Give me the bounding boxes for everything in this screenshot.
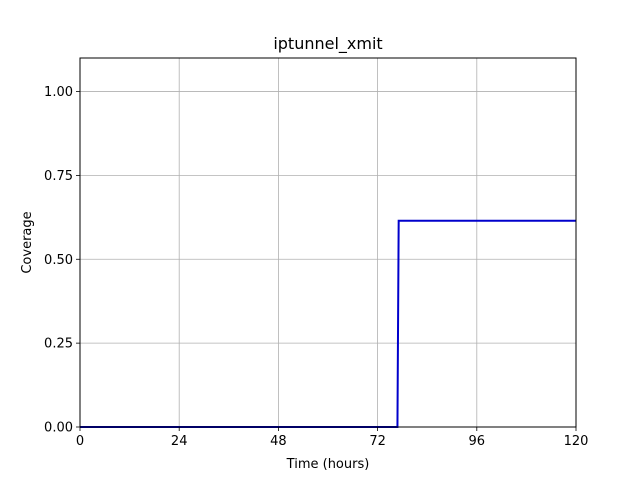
axis-ticks: 0 24 48 72 96 120 0.00 0.25 0.50 0.75 1.00 — [44, 85, 588, 449]
x-tick-label: 24 — [171, 434, 188, 449]
y-tick-label: 1.00 — [44, 85, 73, 100]
y-tick-label: 0.00 — [44, 421, 73, 436]
y-tick-label: 0.50 — [44, 253, 73, 268]
x-tick-label: 96 — [469, 434, 486, 449]
y-tick-label: 0.25 — [44, 337, 73, 352]
x-tick-label: 72 — [369, 434, 386, 449]
y-axis-label: Coverage — [20, 211, 35, 273]
y-tick-label: 0.75 — [44, 169, 73, 184]
x-tick-label: 120 — [564, 434, 589, 449]
x-tick-label: 0 — [76, 434, 84, 449]
x-tick-label: 48 — [270, 434, 287, 449]
x-axis-label: Time (hours) — [286, 457, 370, 472]
plot-frame — [79, 57, 577, 428]
chart-title: iptunnel_xmit — [273, 34, 382, 54]
